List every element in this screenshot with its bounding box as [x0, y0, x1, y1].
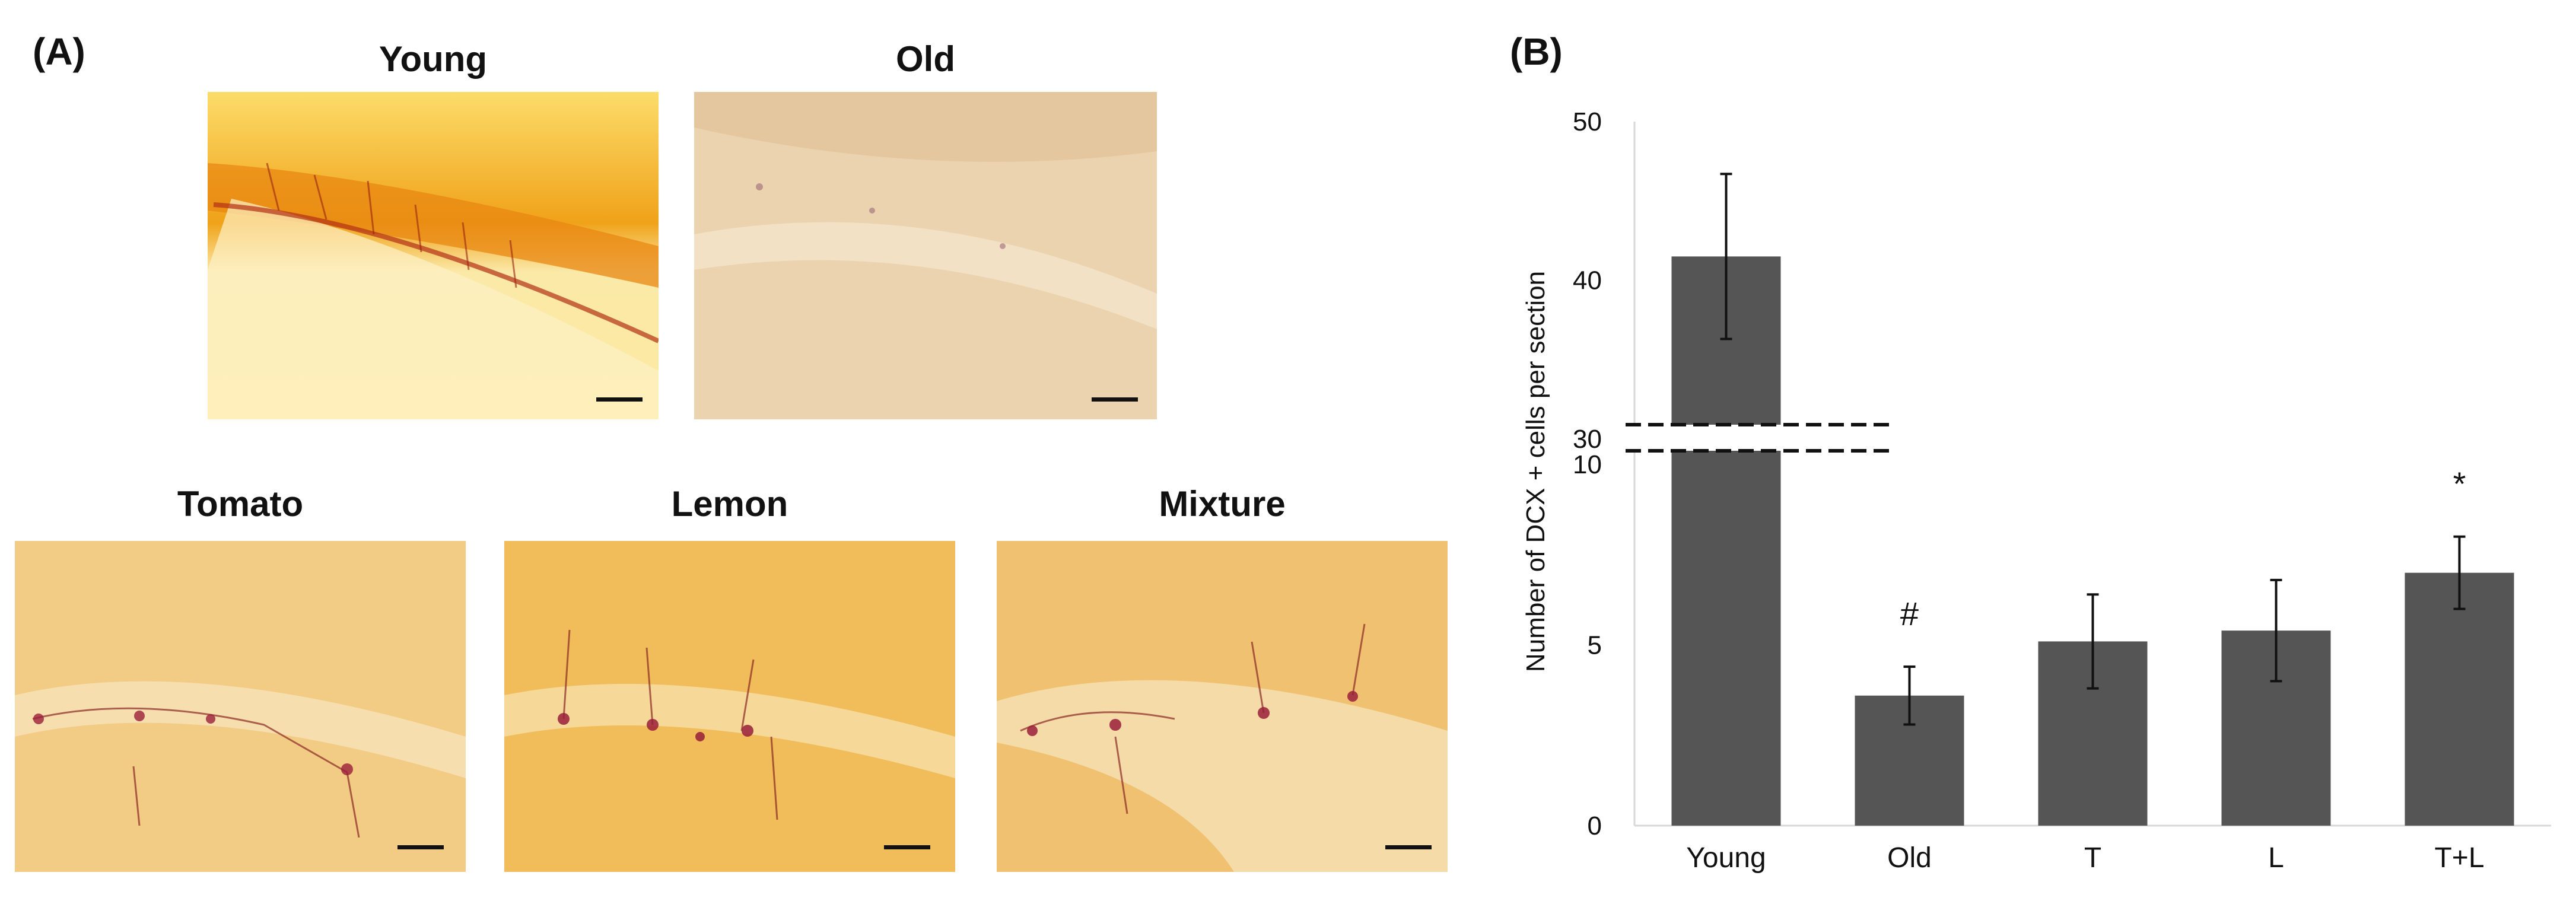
axis-break-gap — [1626, 425, 1893, 451]
x-tick-label: Young — [1686, 842, 1766, 874]
image-title-young: Young — [379, 39, 488, 79]
y-tick-label: 0 — [1588, 811, 1602, 840]
y-tick-label: 40 — [1573, 266, 1602, 295]
significance-marker: # — [1900, 595, 1919, 632]
micrograph-young — [208, 92, 659, 419]
image-title-old: Old — [896, 39, 955, 79]
significance-marker: * — [2453, 465, 2466, 502]
bar-t-l — [2405, 572, 2514, 826]
image-title-tomato: Tomato — [177, 484, 304, 524]
y-axis-title: Number of DCX + cells per section — [1521, 271, 1550, 672]
micrograph-tomato — [15, 541, 466, 872]
x-tick-label: L — [2268, 842, 2284, 874]
y-tick-label: 50 — [1573, 107, 1602, 136]
scale-bar-lemon — [884, 845, 930, 849]
scale-bar-tomato — [397, 845, 444, 849]
scale-bar-young — [596, 397, 643, 402]
y-tick-label: 5 — [1588, 631, 1602, 660]
micrograph-mixture — [997, 541, 1448, 872]
x-tick-label: T — [2084, 842, 2101, 874]
panel-a-label: (A) — [33, 30, 85, 73]
scale-bar-mixture — [1385, 845, 1432, 849]
y-tick-label: 30 — [1573, 425, 1602, 454]
image-title-lemon: Lemon — [671, 484, 788, 524]
y-tick-label: 10 — [1573, 450, 1602, 479]
micrograph-lemon — [504, 541, 955, 872]
micrograph-old — [694, 92, 1157, 419]
x-tick-label: T+L — [2434, 842, 2484, 874]
bar-young — [1671, 256, 1781, 826]
image-title-mixture: Mixture — [1159, 484, 1286, 524]
scale-bar-old — [1092, 397, 1138, 402]
x-tick-label: Old — [1887, 842, 1932, 874]
panel-b-label: (B) — [1510, 30, 1563, 73]
